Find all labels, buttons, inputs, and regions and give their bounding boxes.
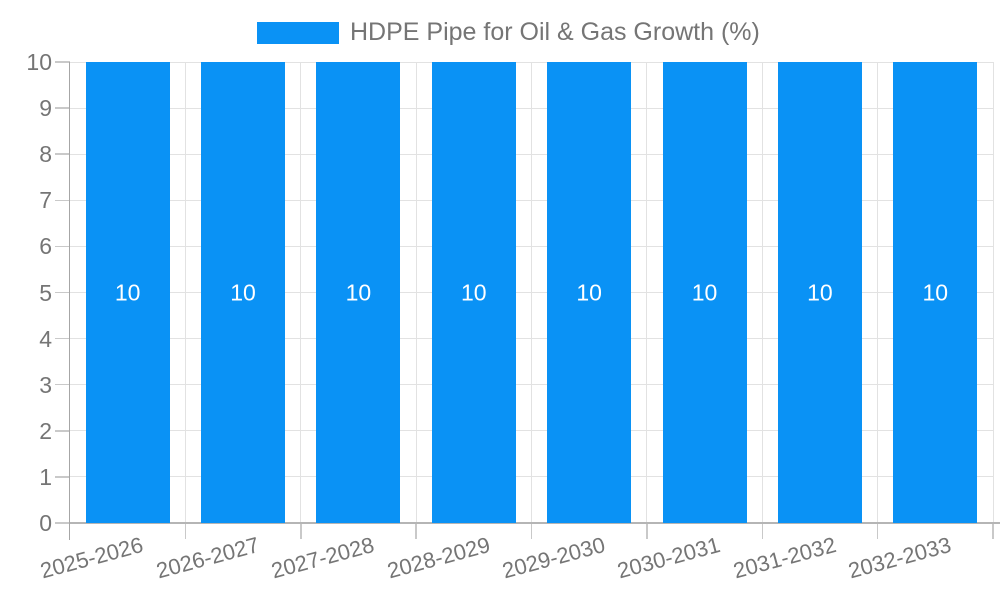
y-tick-label: 8 [39, 141, 52, 168]
x-gridline [877, 62, 879, 523]
y-tick-label: 9 [39, 95, 52, 122]
x-gridline [415, 62, 417, 523]
y-tick-mark [55, 383, 70, 386]
bar-value-label: 10 [576, 279, 602, 305]
y-tick-mark [55, 476, 70, 478]
y-tick-mark [55, 199, 70, 202]
x-tick-label: 2031-2032 [730, 532, 839, 584]
x-tick-mark [761, 523, 763, 539]
x-tick-mark [184, 523, 187, 539]
x-tick-label: 2029-2030 [499, 532, 608, 584]
y-tick-mark [55, 245, 70, 248]
bar-value-label: 10 [230, 279, 256, 305]
bar: 10 [662, 62, 747, 523]
x-gridline [531, 62, 532, 523]
bar: 10 [431, 62, 516, 523]
bar-value-label: 10 [345, 279, 372, 305]
y-tick-label: 6 [39, 233, 52, 260]
x-gridline [646, 62, 648, 523]
x-tick-label: 2032-2033 [845, 532, 954, 584]
bar: 10 [547, 62, 632, 523]
y-tick-mark [55, 291, 70, 294]
x-tick-label: 2026-2027 [153, 532, 262, 584]
x-gridline [300, 62, 302, 523]
y-axis-line [68, 62, 70, 540]
y-tick-mark [55, 430, 70, 432]
x-gridline [184, 62, 186, 523]
x-axis-line [70, 522, 1000, 524]
x-tick-mark [992, 523, 994, 539]
y-tick-label: 1 [39, 463, 52, 490]
y-tick-mark [55, 107, 70, 109]
bar-value-label: 10 [807, 279, 833, 305]
x-tick-mark [876, 523, 879, 539]
x-tick-mark [530, 523, 533, 539]
bar-value-label: 10 [114, 279, 141, 305]
bar: 10 [893, 62, 978, 523]
bar-value-label: 10 [922, 279, 949, 305]
bar-value-label: 10 [691, 279, 718, 305]
y-tick-mark [55, 522, 70, 524]
y-tick-label: 0 [39, 510, 52, 536]
x-gridline [992, 62, 994, 523]
bar: 10 [777, 62, 862, 523]
bar-value-label: 10 [461, 279, 487, 305]
y-tick-mark [55, 61, 70, 63]
bar: 10 [201, 62, 286, 523]
y-tick-label: 10 [26, 49, 52, 75]
x-tick-label: 2030-2031 [614, 532, 724, 584]
x-tick-mark [415, 523, 417, 539]
y-tick-label: 2 [39, 417, 52, 444]
x-tick-mark [300, 523, 302, 539]
y-tick-mark [55, 153, 70, 155]
x-tick-mark [646, 523, 648, 539]
y-tick-mark [55, 337, 70, 340]
legend-swatch [257, 22, 339, 44]
y-tick-label: 3 [39, 371, 52, 398]
bar: 10 [316, 62, 401, 523]
x-tick-label: 2027-2028 [268, 532, 377, 584]
x-gridline [761, 62, 763, 523]
x-tick-label: 2028-2029 [384, 532, 493, 584]
legend-label: HDPE Pipe for Oil & Gas Growth (%) [350, 18, 760, 46]
y-tick-label: 7 [39, 187, 52, 214]
bar: 10 [85, 62, 170, 523]
y-tick-label: 4 [39, 325, 52, 352]
x-tick-label: 2025-2026 [38, 532, 147, 584]
y-tick-label: 5 [39, 279, 52, 306]
